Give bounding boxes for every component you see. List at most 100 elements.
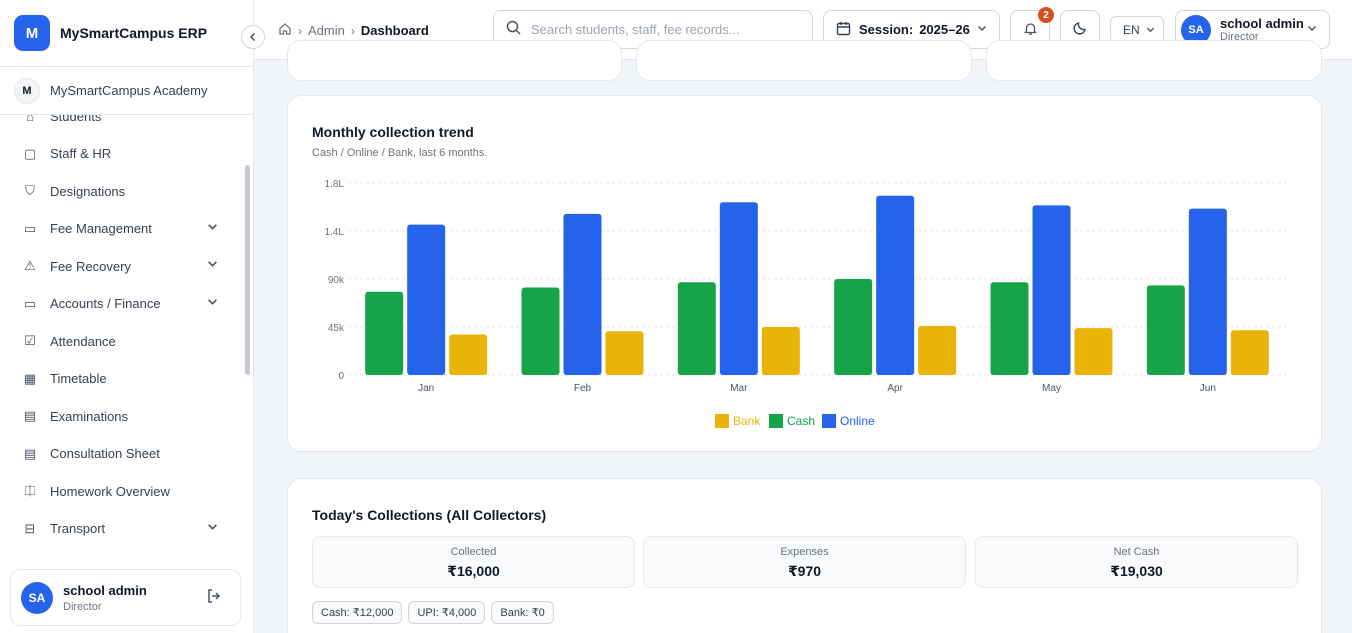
school-selector[interactable]: M MySmartCampus Academy bbox=[0, 67, 253, 115]
sidebar-item-label: Consultation Sheet bbox=[50, 446, 160, 461]
calendar-icon: ▦ bbox=[23, 370, 37, 386]
bar-bank-feb bbox=[605, 331, 644, 375]
bar-cash-apr bbox=[834, 279, 873, 375]
todays-collections-card: Today's Collections (All Collectors) Col… bbox=[287, 478, 1322, 633]
sidebar-item-consultation-sheet[interactable]: ▤ Consultation Sheet bbox=[0, 437, 240, 471]
y-tick-label: 90k bbox=[328, 275, 345, 286]
calendar-icon bbox=[836, 21, 851, 39]
chevron-left-icon bbox=[249, 32, 256, 42]
stat-net-cash: Net Cash ₹19,030 bbox=[975, 536, 1298, 588]
bar-cash-may bbox=[990, 282, 1029, 375]
legend-swatch bbox=[715, 414, 729, 428]
stat-expenses: Expenses ₹970 bbox=[643, 536, 966, 588]
sidebar-item-label: Fee Management bbox=[50, 221, 152, 236]
breadcrumb-separator: › bbox=[350, 23, 355, 38]
bar-online-mar bbox=[719, 202, 758, 375]
language-value: EN bbox=[1123, 23, 1140, 37]
stat-collected: Collected ₹16,000 bbox=[312, 536, 635, 588]
chevron-down-icon bbox=[207, 296, 218, 310]
chevron-down-icon bbox=[207, 258, 218, 272]
sidebar-user-card[interactable]: SA school admin Director bbox=[10, 569, 241, 626]
bar-bank-apr bbox=[918, 325, 957, 375]
y-tick-label: 0 bbox=[338, 371, 344, 382]
bar-bank-jun bbox=[1230, 330, 1269, 375]
sidebar-item-designations[interactable]: ⛉ Designations bbox=[0, 174, 240, 208]
bar-cash-jan bbox=[365, 291, 404, 375]
brand-logo: M bbox=[14, 15, 50, 51]
bell-icon bbox=[1023, 21, 1038, 39]
sidebar-item-attendance[interactable]: ☑ Attendance bbox=[0, 324, 240, 358]
x-tick-label: May bbox=[1042, 383, 1061, 394]
chip-bank: Bank: ₹0 bbox=[491, 601, 554, 624]
stat-value: ₹16,000 bbox=[447, 563, 500, 579]
bar-cash-jun bbox=[1146, 285, 1185, 375]
notification-badge: 2 bbox=[1038, 7, 1054, 23]
bar-cash-mar bbox=[677, 282, 716, 375]
book-open-icon: ⎅ bbox=[24, 483, 36, 498]
bar-bank-may bbox=[1074, 328, 1113, 375]
collections-title: Today's Collections (All Collectors) bbox=[312, 507, 547, 523]
sidebar-item-accounts-finance[interactable]: ▭ Accounts / Finance bbox=[0, 287, 240, 321]
user-name: school admin bbox=[1220, 16, 1304, 31]
chart-title: Monthly collection trend bbox=[312, 124, 474, 140]
sidebar-item-transport[interactable]: ⊟ Transport bbox=[0, 512, 240, 546]
sidebar-item-timetable[interactable]: ▦ Timetable bbox=[0, 362, 240, 396]
sidebar-item-fee-recovery[interactable]: ⚠ Fee Recovery bbox=[0, 249, 240, 283]
wallet-icon: ▭ bbox=[23, 220, 37, 236]
breadcrumb-current: Dashboard bbox=[360, 23, 429, 38]
collection-bar-chart: 0 45k 90k 1.4L 1.8L Jan Feb Mar Apr May Jun Bank Cas… bbox=[325, 179, 1286, 428]
chevron-down-icon bbox=[977, 23, 987, 36]
sidebar-item-label: Transport bbox=[50, 521, 106, 536]
monthly-collection-chart-card: Monthly collection trend Cash / Online /… bbox=[287, 95, 1322, 452]
bar-bank-mar bbox=[761, 327, 800, 375]
breadcrumb-admin[interactable]: Admin bbox=[308, 23, 345, 38]
bus-icon: ⊟ bbox=[24, 520, 36, 536]
x-tick-label: Jun bbox=[1200, 383, 1216, 394]
bar-online-feb bbox=[563, 213, 602, 375]
moon-icon bbox=[1072, 20, 1088, 39]
x-tick-label: Apr bbox=[887, 383, 903, 394]
sidebar: M MySmartCampus ERP M MySmartCampus Acad… bbox=[0, 0, 254, 633]
sidebar-item-label: Accounts / Finance bbox=[50, 296, 161, 311]
sidebar-item-homework-overview[interactable]: ⎅ Homework Overview bbox=[0, 474, 240, 508]
breadcrumb-separator: › bbox=[298, 23, 302, 38]
chevron-down-icon bbox=[207, 221, 218, 235]
chip-upi: UPI: ₹4,000 bbox=[408, 601, 486, 624]
avatar: SA bbox=[1181, 14, 1211, 45]
school-badge: M bbox=[14, 77, 40, 104]
sidebar-item-label: Fee Recovery bbox=[50, 258, 131, 274]
sidebar-item-label: Designations bbox=[50, 183, 126, 199]
brand[interactable]: M MySmartCampus ERP bbox=[0, 0, 253, 67]
user-name: school admin bbox=[63, 582, 147, 598]
sidebar-item-label: Homework Overview bbox=[50, 483, 170, 499]
clipboard-check-icon: ☑ bbox=[24, 333, 36, 348]
x-tick-label: Jan bbox=[418, 383, 434, 394]
avatar: SA bbox=[21, 581, 53, 614]
sidebar-item-students[interactable]: ⌂ Students bbox=[0, 115, 240, 133]
legend-label: Bank bbox=[733, 414, 761, 428]
sidebar-item-label: Attendance bbox=[50, 333, 116, 349]
breadcrumb: › Admin › Dashboard bbox=[278, 22, 429, 39]
sidebar-item-examinations[interactable]: ▤ Examinations bbox=[0, 399, 240, 433]
bar-online-may bbox=[1032, 205, 1071, 375]
chart-subtitle: Cash / Online / Bank, last 6 months. bbox=[312, 147, 488, 159]
graduation-cap-icon: ⌂ bbox=[26, 115, 34, 124]
bar-online-jan bbox=[407, 224, 446, 375]
y-tick-label: 1.8L bbox=[325, 179, 345, 190]
x-tick-label: Feb bbox=[574, 383, 592, 394]
sidebar-scrollbar[interactable] bbox=[245, 165, 250, 375]
chevron-down-icon bbox=[1146, 25, 1155, 36]
wallet-icon: ▭ bbox=[23, 295, 37, 311]
home-icon[interactable] bbox=[278, 22, 292, 39]
search-input[interactable] bbox=[531, 22, 801, 37]
sidebar-item-label: Staff & HR bbox=[50, 146, 112, 161]
school-name: MySmartCampus Academy bbox=[50, 83, 208, 98]
stat-value: ₹970 bbox=[787, 563, 822, 579]
sidebar-collapse-button[interactable] bbox=[241, 25, 265, 49]
sidebar-nav: ⌂ Students ▢ Staff & HR ⛉ Designations ▭ Fee Ma… bbox=[0, 115, 253, 556]
sidebar-item-staff-hr[interactable]: ▢ Staff & HR bbox=[0, 137, 240, 171]
bar-bank-jan bbox=[449, 334, 488, 375]
sidebar-item-fee-management[interactable]: ▭ Fee Management bbox=[0, 212, 240, 246]
logout-icon[interactable] bbox=[206, 588, 222, 608]
payment-mode-chips: Cash: ₹12,000 UPI: ₹4,000 Bank: ₹0 bbox=[312, 601, 554, 624]
